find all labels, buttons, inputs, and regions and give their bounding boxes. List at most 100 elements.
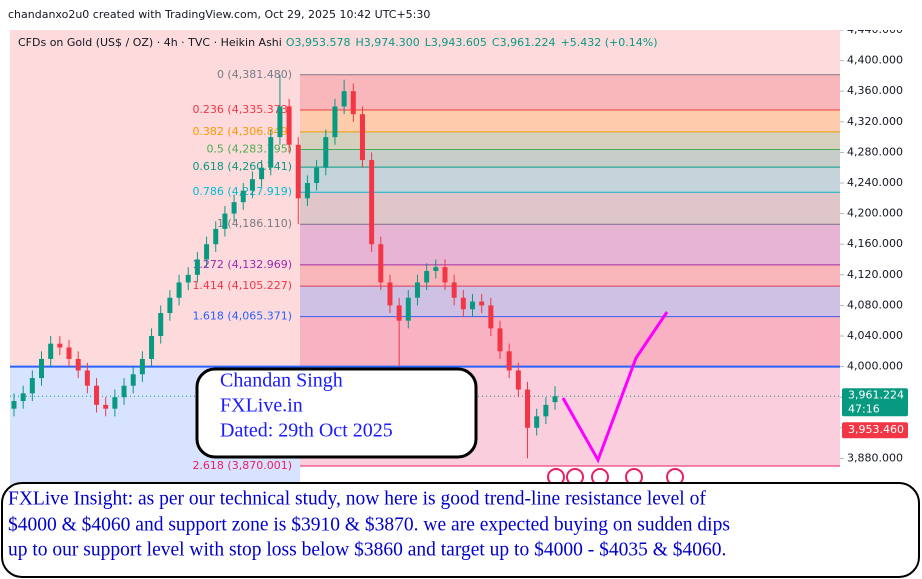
symbol: CFDs on Gold (US$ / OZ) · 4h · TVC · Hei… <box>18 36 282 49</box>
candle-body <box>204 244 210 260</box>
candle-body <box>304 183 310 199</box>
candle-body <box>387 282 393 306</box>
candle-body <box>396 305 402 321</box>
fib-label: 1.272 (4,132.969) <box>192 258 292 271</box>
candle-body <box>268 137 274 168</box>
candle-body <box>158 313 164 336</box>
ohlc-value: O3,953.578 <box>286 36 351 49</box>
candle-body <box>414 282 420 298</box>
candle-body <box>213 228 219 245</box>
candle-body <box>470 301 475 310</box>
fib-label: 1 (4,186.110) <box>217 217 292 230</box>
fib-band <box>300 110 840 132</box>
last-price-tag <box>842 388 908 417</box>
candle-body <box>11 401 17 409</box>
y-tick-label: 4,080.000 <box>847 298 903 311</box>
candle-body <box>277 106 283 138</box>
insight-box <box>1 482 920 578</box>
ohlc-value: C3,961.224 <box>492 36 556 49</box>
y-tick-label: 4,400.000 <box>847 54 903 67</box>
candle-body <box>240 190 246 203</box>
candle-body <box>112 397 118 409</box>
fib-label: 0.382 (4,306.849) <box>192 125 292 138</box>
credit: chandanxo2u0 created with TradingView.co… <box>8 8 430 21</box>
fib-label: 0.618 (4,260.741) <box>192 160 292 173</box>
candle-body <box>442 267 448 283</box>
y-tick-label: 4,320.000 <box>847 115 903 128</box>
ref-price-tag <box>842 422 908 439</box>
candle-body <box>323 137 329 168</box>
fib-band <box>300 131 840 150</box>
candle-body <box>534 416 540 428</box>
candle-body <box>460 297 466 310</box>
fib-label: 2.618 (3,870.001) <box>192 459 292 472</box>
y-tick-label: 4,040.000 <box>847 329 903 342</box>
candle-body <box>543 404 549 417</box>
candle-body <box>341 91 347 107</box>
candle-body <box>479 301 485 306</box>
candle-body <box>515 370 521 390</box>
ohlc-value: +5.432 (+0.14%) <box>561 36 658 49</box>
fib-band <box>300 74 840 111</box>
header-bg <box>0 0 922 30</box>
candle-body <box>48 343 54 359</box>
y-tick-label: 4,240.000 <box>847 176 903 189</box>
candle-body <box>488 305 494 329</box>
note-line: Chandan Singh <box>220 370 343 392</box>
ohlc-value: H3,974.300 <box>356 36 420 49</box>
upper-zone <box>10 22 840 367</box>
candle-body <box>39 358 45 379</box>
note-box <box>195 367 478 459</box>
note-line: FXLive.in <box>220 395 303 417</box>
candle-body <box>66 347 72 359</box>
candle-body <box>121 385 127 398</box>
countdown: 47:16 <box>848 402 880 415</box>
fib-band <box>300 192 840 225</box>
candle-body <box>451 282 457 298</box>
fib-band <box>300 286 840 317</box>
candle-body <box>378 244 384 283</box>
insight-line: FXLive Insight: as per our technical stu… <box>8 488 706 509</box>
candle-body <box>75 358 81 371</box>
fib-label: 0.236 (4,335.373) <box>192 103 292 116</box>
candle-body <box>405 297 411 321</box>
candle-body <box>103 404 109 409</box>
candle-body <box>167 297 173 314</box>
note-line: Dated: 29th Oct 2025 <box>220 420 393 442</box>
candle-body <box>231 202 237 214</box>
candle-body <box>359 114 365 161</box>
candle-body <box>433 267 439 271</box>
fib-label: 1.618 (4,065.371) <box>192 310 292 323</box>
fib-band <box>300 167 840 193</box>
fib-label: 1.414 (4,105.227) <box>192 279 292 292</box>
candle-body <box>424 270 430 283</box>
candle-body <box>249 179 255 191</box>
candle-body <box>525 389 531 428</box>
y-tick-label: 4,360.000 <box>847 84 903 97</box>
candle-body <box>552 396 558 403</box>
candle-body <box>497 328 503 352</box>
fib-label: 0 (4,381.480) <box>217 68 292 81</box>
candle-body <box>176 282 182 298</box>
ohlc-value: L3,943.605 <box>425 36 487 49</box>
y-tick-label: 4,280.000 <box>847 145 903 158</box>
fib-band <box>300 224 840 265</box>
candle-body <box>94 385 100 405</box>
y-tick-label: 4,000.000 <box>847 360 903 373</box>
candle-body <box>286 106 292 145</box>
candle-body <box>332 106 338 138</box>
ohlc-legend: O3,953.578 H3,974.300 L3,943.605 C3,961.224… <box>286 36 658 49</box>
candle-body <box>259 167 265 180</box>
last-price-label: 3,961.224 <box>848 388 904 401</box>
candle-body <box>369 160 375 245</box>
candle-body <box>185 274 191 283</box>
y-tick-label: 3,880.000 <box>847 451 903 464</box>
insight-line: $4000 & $4060 and support zone is $3910 … <box>8 514 730 535</box>
ref-price-label: 3,953.460 <box>848 423 904 436</box>
candle-body <box>222 213 228 229</box>
fib-band <box>300 149 840 168</box>
candle-body <box>130 374 136 386</box>
y-tick-label: 4,200.000 <box>847 207 903 220</box>
candle-body <box>149 336 155 359</box>
